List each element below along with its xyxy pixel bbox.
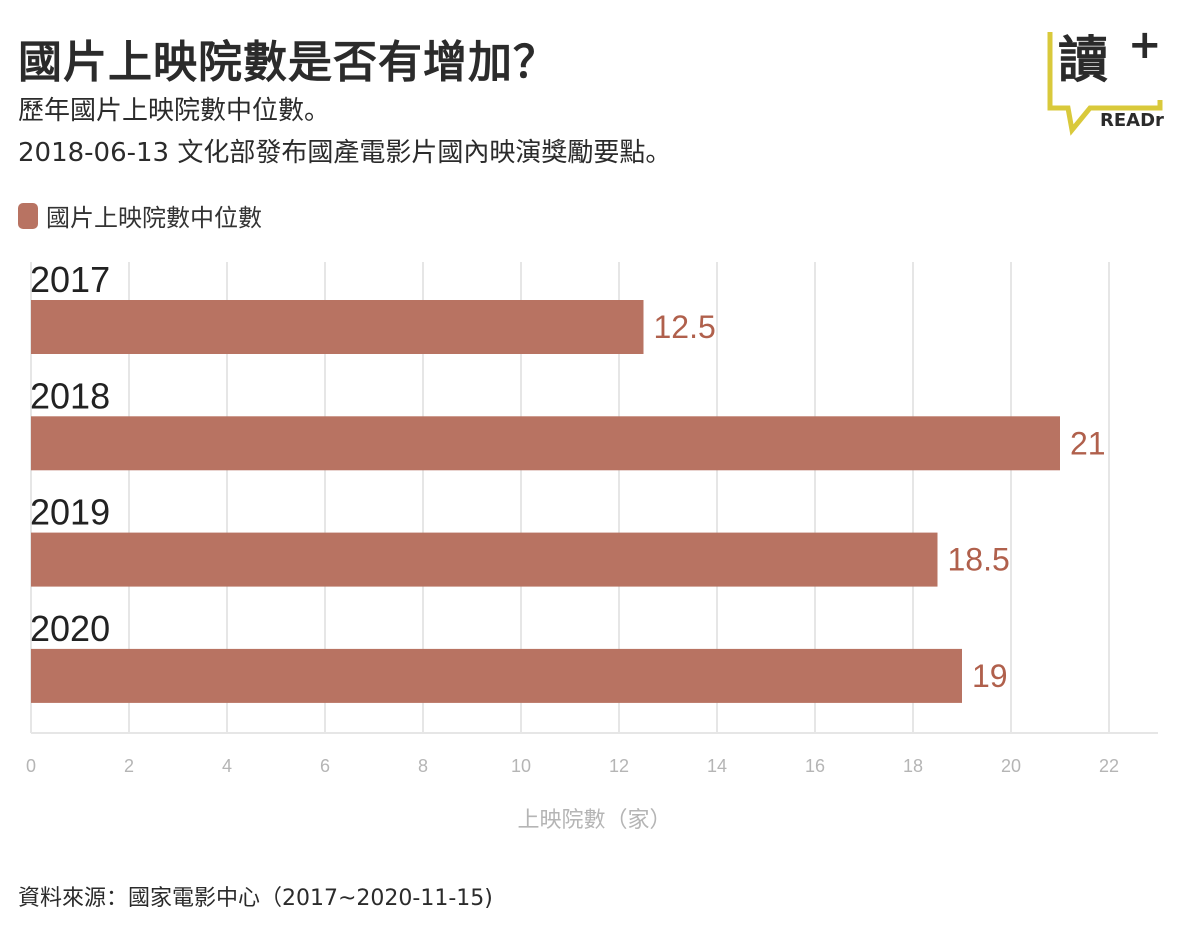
- value-label: 21: [1070, 425, 1106, 461]
- bar: [31, 416, 1060, 471]
- category-label: 2018: [30, 375, 110, 416]
- bar: [31, 300, 644, 354]
- logo-plus: +: [1128, 22, 1162, 68]
- logo-glyph: 讀: [1058, 31, 1108, 89]
- subtitle-line-2: 2018-06-13 文化部發布國產電影片國內映演獎勵要點。: [18, 138, 672, 168]
- category-label: 2020: [30, 608, 110, 649]
- x-tick-label: 16: [805, 756, 825, 776]
- legend-swatch: [18, 202, 38, 229]
- value-label: 12.5: [654, 309, 716, 345]
- category-label: 2017: [30, 259, 110, 300]
- chart-legend: 國片上映院數中位數: [18, 198, 262, 233]
- x-tick-label: 12: [609, 756, 629, 776]
- chart-title: 國片上映院數是否有增加？: [18, 37, 558, 88]
- x-tick-label: 2: [124, 756, 134, 776]
- x-tick-label: 8: [418, 756, 428, 776]
- subtitle-line-1: 歷年國片上映院數中位數。: [18, 96, 331, 126]
- bar: [31, 648, 962, 703]
- legend-label: 國片上映院數中位數: [46, 204, 262, 232]
- bar: [31, 532, 938, 587]
- data-source: 資料來源：國家電影中心（2017~2020-11-15): [18, 886, 493, 911]
- x-tick-label: 6: [320, 756, 330, 776]
- chart-subtitle: 歷年國片上映院數中位數。 2018-06-13 文化部發布國產電影片國內映演獎勵…: [18, 90, 671, 174]
- readr-logo: 讀 + READr: [1046, 22, 1164, 138]
- bar-chart: 0 2 4 6 8 10 12 14 16 18 20 22 上映院數（家） 2017 12.5 2018 21…: [26, 259, 1158, 833]
- value-label: 19: [972, 658, 1008, 694]
- x-tick-label: 14: [707, 756, 727, 776]
- x-tick-label: 18: [903, 756, 923, 776]
- category-label: 2019: [30, 492, 110, 533]
- logo-bracket-icon: [1047, 32, 1163, 136]
- x-tick-label: 4: [222, 756, 232, 776]
- x-tick-label: 0: [26, 756, 36, 776]
- logo-brand: READr: [1100, 110, 1164, 131]
- x-axis-title: 上映院數（家）: [517, 808, 671, 833]
- x-tick-label: 20: [1001, 756, 1021, 776]
- x-tick-label: 22: [1099, 756, 1119, 776]
- value-label: 18.5: [948, 542, 1010, 578]
- x-tick-label: 10: [511, 756, 531, 776]
